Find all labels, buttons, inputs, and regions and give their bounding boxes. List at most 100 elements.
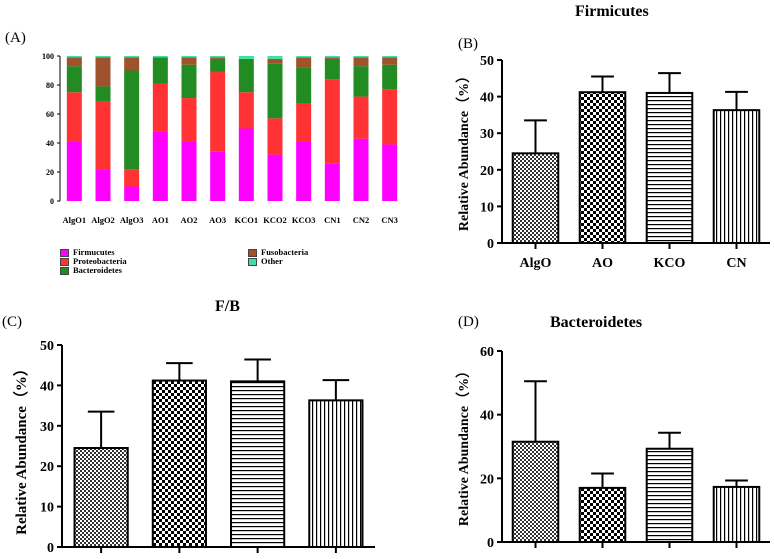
y-tick-label: 40 bbox=[480, 409, 494, 424]
bar-segment bbox=[210, 58, 226, 72]
panel-label-d: (D) bbox=[458, 314, 479, 330]
bar-segment bbox=[181, 57, 197, 65]
bar-segment bbox=[152, 131, 168, 201]
y-axis-title: Relative Abundance（%） bbox=[456, 364, 472, 526]
bar-segment bbox=[95, 57, 111, 87]
bar bbox=[230, 380, 286, 548]
x-tick-label: AlgO bbox=[520, 256, 552, 271]
bar-segment bbox=[124, 70, 140, 170]
bar-segment bbox=[382, 64, 398, 90]
legend-label: Firmucutes bbox=[73, 247, 115, 257]
bar-segment bbox=[181, 56, 197, 58]
bar bbox=[578, 91, 627, 245]
y-tick-label: 10 bbox=[480, 200, 494, 215]
bar-segment bbox=[210, 71, 226, 152]
y-tick-label: 50 bbox=[480, 54, 494, 69]
bar-segment bbox=[267, 154, 283, 201]
x-tick-label: AlgO2 bbox=[91, 215, 115, 225]
panel-a: 0 20 40 60 80 100 AlgO1 AlgO2 AlgO3 AO1 AO2 AO3 KCO1… bbox=[0, 0, 410, 245]
y-tick-label: 30 bbox=[480, 127, 494, 142]
legend-label: Other bbox=[261, 256, 283, 266]
y-tick-label: 40 bbox=[40, 379, 54, 394]
bar-segment bbox=[353, 138, 369, 201]
bar-segment bbox=[238, 92, 254, 129]
y-tick-label: 40 bbox=[480, 91, 494, 106]
bar-segment bbox=[324, 56, 340, 58]
panel-label-a: (A) bbox=[5, 30, 26, 46]
bar-segment bbox=[181, 64, 197, 99]
bar bbox=[511, 440, 560, 543]
x-tick-label: AO bbox=[592, 256, 613, 271]
panel-label-c: (C) bbox=[2, 314, 22, 330]
bar-segment bbox=[181, 98, 197, 142]
y-tick-label: 0 bbox=[50, 197, 54, 206]
y-tick-label: 0 bbox=[47, 541, 54, 556]
chart-title-b: Firmicutes bbox=[575, 3, 649, 20]
legend-swatch bbox=[248, 249, 257, 258]
bar-segment bbox=[353, 66, 369, 97]
legend-swatch bbox=[248, 258, 257, 267]
y-tick-label: 60 bbox=[480, 345, 494, 360]
y-tick-label: 0 bbox=[487, 237, 494, 252]
stacked-bar-chart: 0 20 40 60 80 100 AlgO1 AlgO2 AlgO3 AO1 AO2 AO3 KCO1… bbox=[42, 52, 398, 225]
legend-item-other: Other bbox=[248, 256, 283, 267]
legend-swatch bbox=[60, 267, 69, 276]
bar-segment bbox=[267, 63, 283, 119]
bar-segment bbox=[267, 118, 283, 155]
legend-swatch bbox=[60, 249, 69, 258]
y-tick-label: 100 bbox=[42, 52, 54, 61]
x-tick-label: AlgO1 bbox=[63, 215, 87, 225]
bar bbox=[712, 485, 761, 543]
y-tick-label: 20 bbox=[40, 460, 54, 475]
legend-label: Bacteroidetes bbox=[73, 265, 122, 275]
bar bbox=[308, 399, 364, 548]
bar-segment bbox=[124, 57, 140, 71]
bar-segment bbox=[324, 58, 340, 80]
bar-segment bbox=[124, 56, 140, 58]
legend-a: Firmucutes Proteobacteria Bacteroidetes … bbox=[60, 247, 390, 277]
x-tick-label: AO2 bbox=[181, 215, 198, 225]
x-tick-label: AO1 bbox=[152, 215, 169, 225]
bar-segment bbox=[382, 57, 398, 65]
bar-segment bbox=[296, 141, 312, 201]
bar-segment bbox=[124, 186, 140, 201]
legend-swatch bbox=[60, 258, 69, 267]
legend-label: Fusobacteria bbox=[261, 247, 309, 257]
bar-segment bbox=[66, 92, 82, 142]
bar-segment bbox=[382, 144, 398, 201]
bar-segment bbox=[296, 57, 312, 68]
panel-c: 0 10 20 30 40 50 Relative Abundance（%） bbox=[0, 330, 380, 559]
y-axis-title: Relative Abundance（%） bbox=[12, 361, 30, 535]
panel-d: 0 20 40 60 Relative Abundance（%） bbox=[440, 335, 774, 559]
bar bbox=[511, 152, 560, 244]
bar-segment bbox=[152, 83, 168, 132]
x-tick-label: CN3 bbox=[381, 215, 398, 225]
bar-segment bbox=[66, 66, 82, 93]
bar-segment bbox=[324, 57, 340, 59]
bar bbox=[645, 91, 694, 244]
bar-segment bbox=[324, 163, 340, 201]
x-tick-label: KCO1 bbox=[235, 215, 259, 225]
bar bbox=[712, 109, 761, 244]
bar-chart-bacteroidetes: 0 20 40 60 Relative Abundance（%） bbox=[456, 345, 770, 551]
panel-b: 0 10 20 30 40 50 Relative Abundance（%） AlgO AO KC… bbox=[440, 40, 774, 285]
bar-segment bbox=[66, 56, 82, 58]
bar-segment bbox=[66, 57, 82, 67]
bar bbox=[151, 379, 207, 548]
x-tick-label: AlgO3 bbox=[120, 215, 144, 225]
bar bbox=[645, 447, 694, 543]
bar-segment bbox=[382, 56, 398, 58]
bar-chart-fb: 0 10 20 30 40 50 Relative Abundance（%） bbox=[12, 339, 375, 556]
bar-segment bbox=[181, 141, 197, 201]
legend-item-bacteroidetes: Bacteroidetes bbox=[60, 265, 122, 276]
x-tick-label: CN bbox=[726, 256, 746, 271]
bar-segment bbox=[296, 103, 312, 142]
bar-segment bbox=[382, 89, 398, 145]
bar-segment bbox=[267, 56, 283, 59]
bar-segment bbox=[324, 79, 340, 164]
bar-segment bbox=[267, 58, 283, 64]
y-tick-label: 60 bbox=[46, 110, 54, 119]
bar-segment bbox=[95, 86, 111, 101]
bar-segment bbox=[238, 56, 254, 59]
bar-segment bbox=[124, 169, 140, 187]
